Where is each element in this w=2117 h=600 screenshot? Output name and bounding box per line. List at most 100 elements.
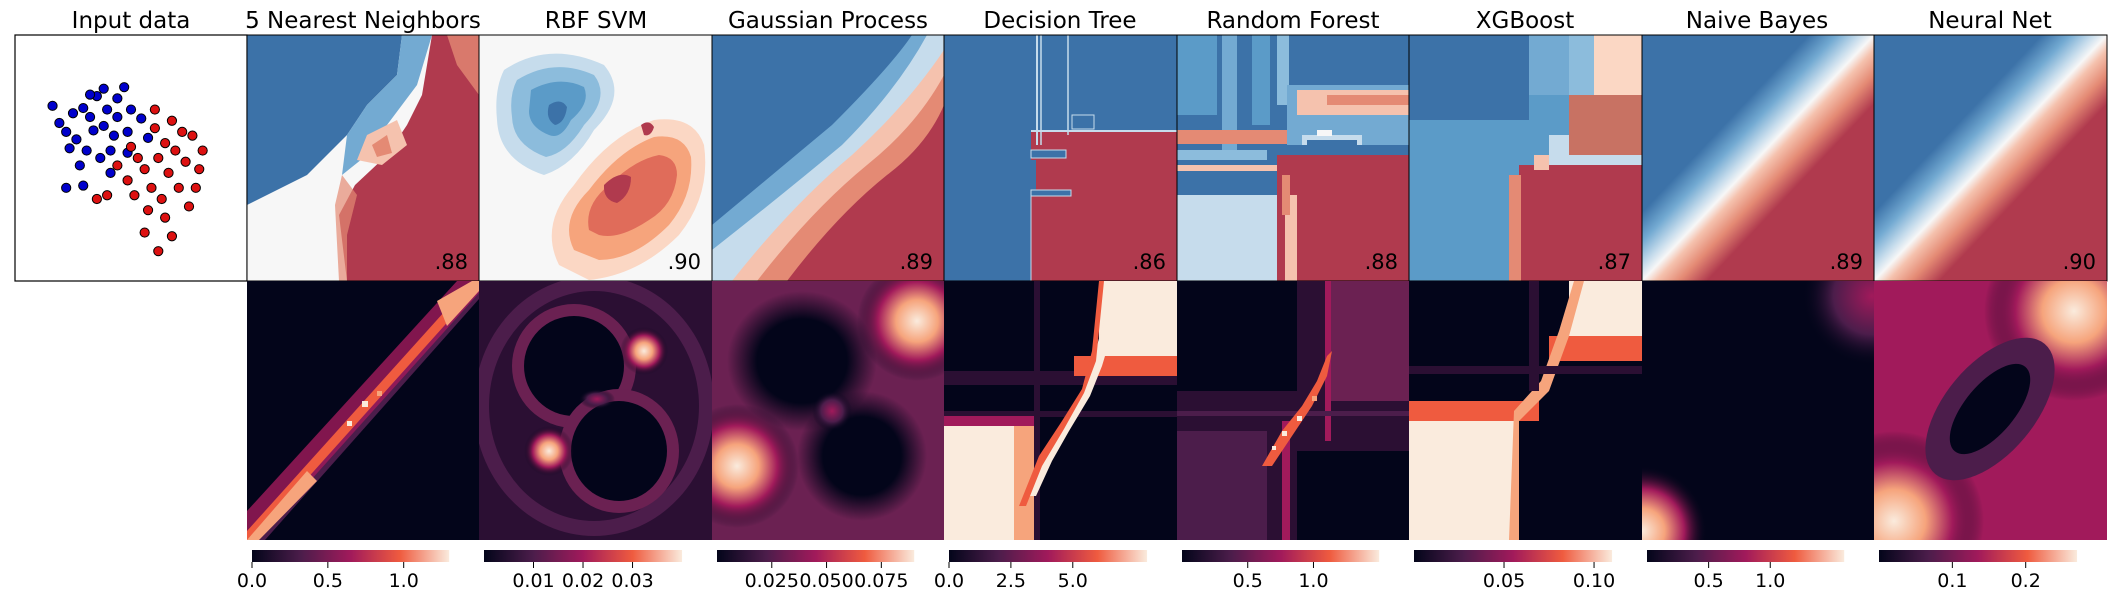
point-class-blue	[119, 82, 130, 93]
colorbar-tick-label: 0.1	[1937, 570, 1967, 592]
point-class-blue	[136, 113, 147, 124]
point-class-red	[163, 167, 174, 179]
random-forest-decision-panel: .88	[1176, 34, 1410, 282]
classifier-title: Random Forest	[1206, 8, 1379, 34]
colorbar-gradient	[1647, 550, 1845, 562]
colorbar-tick-label: 5.0	[1058, 570, 1088, 592]
neural-net-uncertainty-heatmap	[1874, 281, 2107, 540]
score-label: .86	[1133, 250, 1166, 274]
colorbar: 0.5 1.0	[1182, 550, 1380, 592]
xgboost-decision-panel: .87	[1408, 34, 1643, 282]
colorbar-tick-label: 0.025	[745, 570, 799, 592]
point-class-red	[149, 123, 160, 134]
point-class-blue	[61, 182, 72, 193]
colorbar-tick-label: 0.050	[799, 570, 853, 592]
colorbar-tick-label: 0.05	[1483, 570, 1525, 592]
colorbar-tick-label: 0.5	[1233, 570, 1263, 592]
point-class-red	[160, 212, 171, 223]
point-class-blue	[98, 83, 109, 94]
colorbar-tick-label: 1.0	[1298, 570, 1328, 592]
colorbar-gradient	[717, 550, 915, 562]
colorbar-gradient	[1414, 550, 1613, 562]
gaussian-process-decision-panel: .89	[711, 34, 945, 282]
knn-uncertainty-heatmap	[247, 281, 479, 540]
colorbar-gradient	[949, 550, 1148, 562]
colorbar-tick-label: 0.10	[1573, 570, 1615, 592]
colorbar-tick-label: 0.0	[934, 570, 964, 592]
random-forest-uncertainty-heatmap	[1177, 281, 1409, 540]
point-class-blue	[112, 93, 123, 104]
point-class-red	[146, 182, 157, 193]
rbf-svm-uncertainty-heatmap	[479, 281, 712, 540]
score-label: .89	[1830, 250, 1863, 274]
point-class-red	[122, 175, 133, 186]
naive-bayes-decision-panel: .89	[1641, 34, 1875, 282]
score-label: .88	[1365, 250, 1398, 274]
point-class-blue	[84, 111, 96, 123]
colorbar-tick-label: 0.02	[562, 570, 604, 592]
point-class-blue	[112, 111, 123, 123]
score-label: .88	[435, 250, 468, 274]
gaussian-process-uncertainty-heatmap	[712, 281, 944, 540]
decision-tree-decision-panel: .86	[943, 34, 1178, 282]
colorbar-gradient	[484, 550, 683, 562]
classifier-title: Gaussian Process	[728, 8, 928, 34]
point-class-blue	[78, 180, 89, 191]
point-class-red	[153, 246, 164, 257]
point-class-blue	[95, 152, 106, 164]
naive-bayes-uncertainty-heatmap	[1642, 281, 1874, 540]
point-class-red	[197, 145, 208, 156]
input-points	[47, 82, 208, 257]
point-class-red	[166, 231, 178, 242]
colorbar-tick-label: 1.0	[1755, 570, 1785, 592]
point-class-blue	[125, 104, 137, 115]
colorbar-gradient	[252, 550, 450, 562]
colorbar-tick-label: 0.01	[512, 570, 554, 592]
input-data-title: Input data	[72, 8, 191, 34]
point-class-red	[190, 182, 201, 193]
point-class-blue	[84, 89, 96, 100]
point-class-red	[139, 164, 150, 175]
point-class-red	[156, 193, 167, 205]
point-class-red	[149, 104, 160, 115]
point-class-red	[173, 182, 184, 193]
point-class-red	[129, 190, 140, 201]
classifier-title: 5 Nearest Neighbors	[245, 8, 481, 34]
neural-net-decision-panel: .90	[1873, 34, 2108, 282]
point-class-red	[187, 130, 198, 141]
colorbar-tick-label: 0.2	[2011, 570, 2041, 592]
score-label: .89	[900, 250, 933, 274]
point-class-blue	[102, 104, 113, 115]
colorbar-tick-label: 0.03	[611, 570, 653, 592]
point-class-blue	[78, 102, 89, 114]
classifier-title: XGBoost	[1476, 8, 1575, 34]
point-class-blue	[108, 130, 120, 141]
point-class-blue	[98, 120, 109, 132]
point-class-red	[180, 156, 191, 167]
point-class-red	[112, 160, 123, 171]
point-class-blue	[67, 108, 79, 119]
point-class-red	[177, 126, 188, 138]
colorbar: 0.1 0.2	[1879, 550, 2078, 592]
score-label: .90	[2063, 250, 2096, 274]
rbf-svm-decision-panel: .90	[478, 34, 713, 282]
point-class-blue	[74, 160, 85, 171]
point-class-blue	[54, 117, 65, 129]
colorbar: 0.01 0.02 0.03	[484, 550, 683, 592]
decision-tree-uncertainty-heatmap	[944, 281, 1177, 540]
point-class-red	[125, 141, 137, 152]
point-class-red	[166, 115, 178, 126]
point-class-blue	[105, 167, 116, 179]
point-class-red	[160, 137, 171, 149]
score-label: .90	[668, 250, 701, 274]
point-class-red	[153, 152, 164, 164]
point-class-blue	[47, 100, 58, 111]
colorbar-gradient	[1879, 550, 2078, 562]
point-class-red	[132, 152, 143, 164]
point-class-red	[142, 205, 154, 216]
colorbar-tick-label: 0.5	[1694, 570, 1724, 592]
point-class-blue	[142, 132, 154, 143]
classifier-title: Neural Net	[1928, 8, 2052, 34]
colorbar: 0.0 0.5 1.0	[237, 550, 450, 592]
point-class-blue	[105, 145, 116, 156]
